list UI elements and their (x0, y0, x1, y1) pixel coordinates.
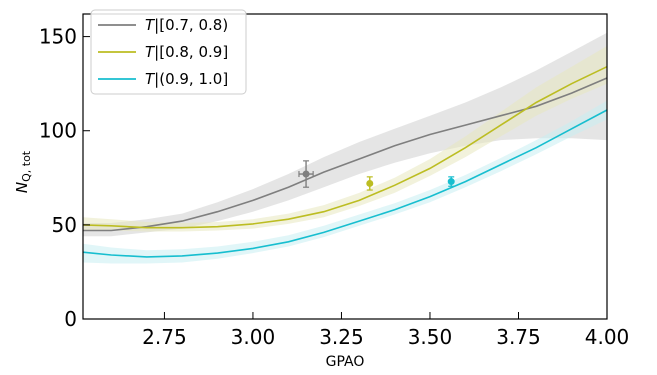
y-axis-label: NQ, tot (13, 150, 33, 193)
series-lines (82, 65, 608, 258)
series-1-marker (302, 170, 310, 178)
x-tick-label-3: 3.50 (408, 325, 453, 349)
x-tick-label-5: 4.00 (585, 325, 630, 349)
y-tick-label-1: 50 (52, 213, 77, 237)
legend-entry-3: T|(0.9, 1.0] (98, 70, 228, 88)
series-1-line (83, 77, 608, 232)
series-2-marker (366, 179, 374, 187)
y-tick-label-3: 150 (39, 25, 77, 49)
legend: T|[0.7, 0.8) T|[0.8, 0.9] T|(0.9, 1.0] (90, 9, 247, 95)
legend-entry-1: T|[0.7, 0.8) (98, 16, 228, 34)
series-3-line (82, 109, 608, 258)
svg-text:T|[0.8, 0.9]: T|[0.8, 0.9] (145, 43, 228, 61)
series-3-marker (447, 178, 455, 186)
legend-label-2-range: |[0.8, 0.9] (154, 43, 228, 61)
svg-text:T|[0.7, 0.8): T|[0.7, 0.8) (145, 16, 228, 34)
y-axis-label-main: N (13, 182, 31, 193)
legend-label-1-range: |[0.7, 0.8) (154, 16, 228, 34)
legend-label-1-prefix: T (145, 16, 156, 34)
data-points (298, 160, 455, 191)
x-tick-label-2: 3.25 (319, 325, 364, 349)
y-tick-label-0: 0 (64, 307, 77, 331)
series-3-point (447, 176, 455, 187)
y-axis-label-sub: Q, tot (20, 150, 33, 182)
x-axis-label: GPAO (326, 354, 365, 370)
x-tick-label-0: 2.75 (142, 325, 187, 349)
legend-box (90, 9, 247, 95)
x-tick-label-1: 3.00 (231, 325, 276, 349)
svg-text:T|(0.9, 1.0]: T|(0.9, 1.0] (145, 70, 228, 88)
legend-label-3-range: |(0.9, 1.0] (154, 70, 228, 88)
axis-ticks: 2.75 3.00 3.25 3.50 3.75 4.00 0 50 100 150 (39, 25, 629, 349)
y-tick-label-2: 100 (39, 119, 77, 143)
series-1-point (298, 160, 314, 188)
legend-entry-2: T|[0.8, 0.9] (98, 43, 228, 61)
legend-label-3-prefix: T (145, 70, 156, 88)
confidence-bands (83, 32, 607, 264)
series-2-point (366, 176, 374, 191)
legend-label-2-prefix: T (145, 43, 156, 61)
plot-frame (82, 13, 608, 320)
x-tick-label-4: 3.75 (496, 325, 541, 349)
series-2-line (82, 65, 608, 229)
